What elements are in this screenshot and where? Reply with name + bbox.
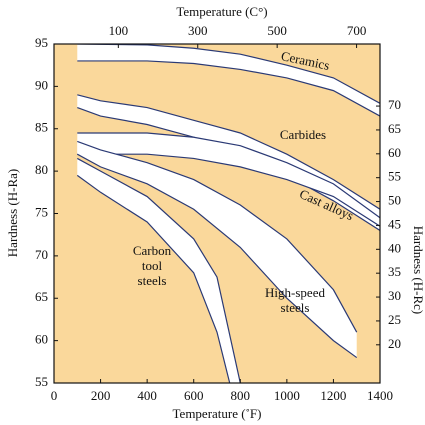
x-tick-label: 1000 bbox=[274, 388, 300, 403]
y-axis-title: Hardness (H-Ra) bbox=[5, 169, 20, 257]
y2-tick-label: 30 bbox=[388, 288, 401, 303]
band-fill bbox=[77, 94, 380, 231]
x-tick-label: 400 bbox=[137, 388, 157, 403]
plot-layer bbox=[76, 44, 380, 383]
y2-tick-label: 70 bbox=[388, 97, 401, 112]
y-tick-label: 90 bbox=[35, 77, 48, 92]
band-edge bbox=[76, 174, 231, 383]
y2-tick-label: 60 bbox=[388, 145, 401, 160]
band-fill bbox=[77, 44, 380, 117]
band-edge bbox=[77, 60, 380, 117]
y2-axis-title: Hardness (H-Rc) bbox=[411, 226, 425, 314]
x-axis-title: Temperature (˚F) bbox=[173, 406, 262, 421]
y-tick-label: 75 bbox=[35, 204, 48, 219]
band-label: Carbon tool steels bbox=[132, 242, 172, 288]
x2-tick-label: 300 bbox=[188, 23, 208, 38]
x2-axis-title: Temperature (C°) bbox=[176, 4, 267, 19]
x-tick-label: 200 bbox=[91, 388, 111, 403]
band-label: High-speed steels bbox=[265, 285, 325, 315]
y-tick-label: 70 bbox=[35, 247, 48, 262]
y-tick-label: 80 bbox=[35, 162, 48, 177]
y-tick-label: 65 bbox=[35, 289, 48, 304]
band-edge bbox=[76, 157, 241, 383]
y2-tick-label: 65 bbox=[388, 121, 401, 136]
x-tick-label: 1200 bbox=[320, 388, 346, 403]
y-tick-label: 85 bbox=[35, 120, 48, 135]
y2-tick-label: 35 bbox=[388, 264, 401, 279]
x2-tick-label: 100 bbox=[109, 23, 129, 38]
x2-tick-label: 500 bbox=[267, 23, 287, 38]
y2-tick-label: 20 bbox=[388, 336, 401, 351]
band-label: Carbides bbox=[280, 127, 326, 142]
y-tick-label: 55 bbox=[35, 374, 48, 389]
x-tick-label: 1400 bbox=[367, 388, 393, 403]
y2-tick-label: 45 bbox=[388, 216, 401, 231]
y2-tick-label: 40 bbox=[388, 240, 401, 255]
band-edge bbox=[77, 44, 380, 104]
band-edge bbox=[77, 140, 358, 333]
y-tick-label: 60 bbox=[35, 332, 48, 347]
band-edge bbox=[77, 153, 380, 227]
y2-tick-label: 25 bbox=[388, 312, 401, 327]
band-fill bbox=[77, 132, 380, 227]
y2-tick-label: 55 bbox=[388, 169, 401, 184]
band-edge bbox=[76, 153, 358, 359]
band-edge bbox=[77, 132, 380, 219]
y-tick-label: 95 bbox=[35, 35, 48, 50]
band-edge bbox=[77, 94, 380, 210]
x2-tick-label: 700 bbox=[347, 23, 367, 38]
x-tick-label: 0 bbox=[51, 388, 58, 403]
y2-tick-label: 50 bbox=[388, 193, 401, 208]
band-fill bbox=[77, 158, 241, 383]
x-tick-label: 600 bbox=[184, 388, 204, 403]
x-tick-label: 800 bbox=[231, 388, 251, 403]
